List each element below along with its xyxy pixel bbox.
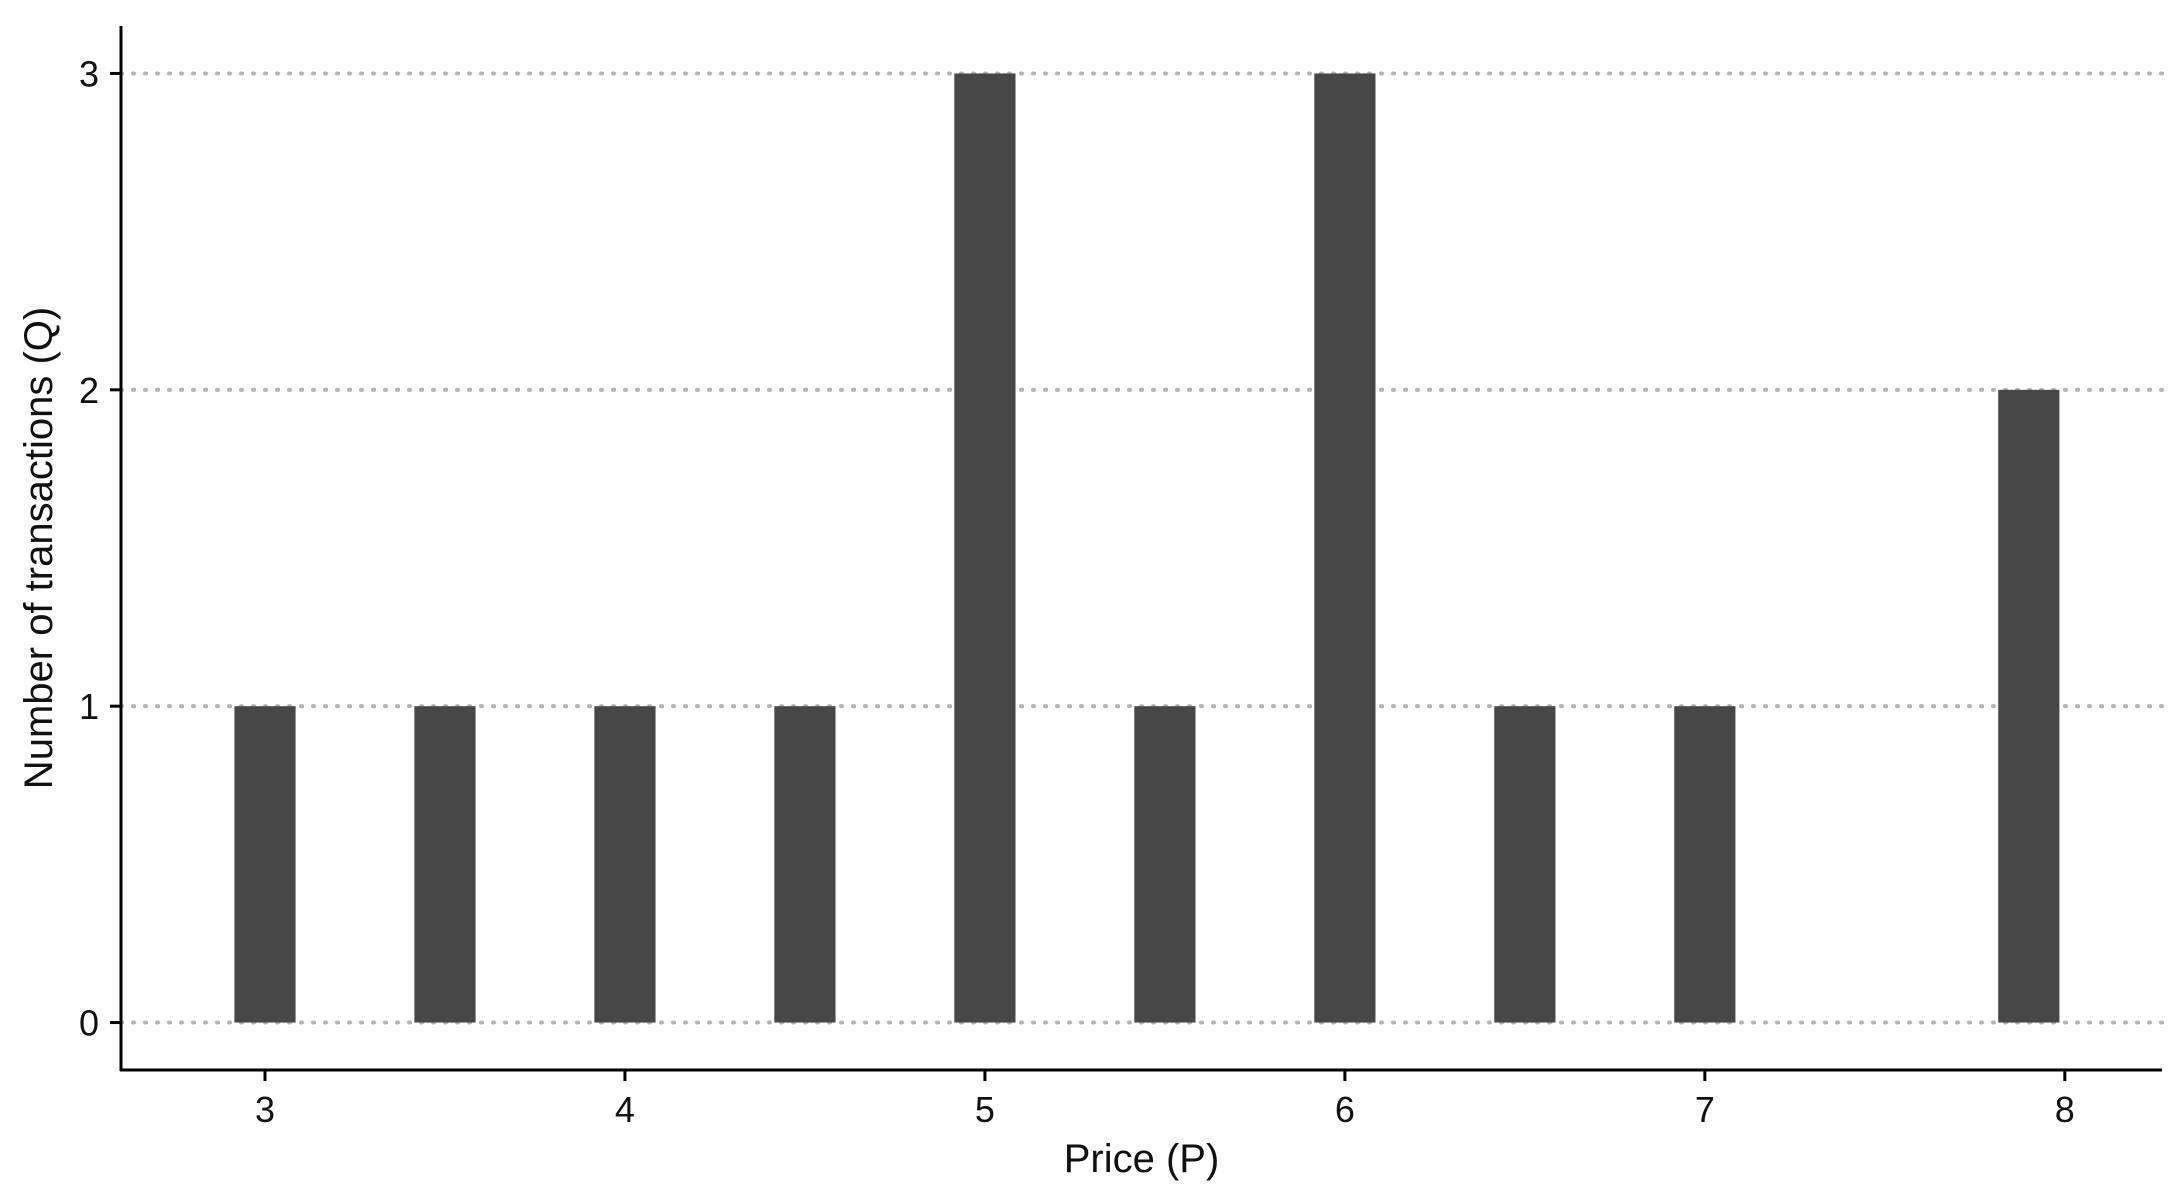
- bar: [1314, 73, 1376, 1023]
- y-axis-ticks: 0 1 2 3: [79, 53, 121, 1044]
- axes: [119, 26, 2162, 1072]
- x-tick-label: 8: [2055, 1089, 2075, 1130]
- bar: [1134, 706, 1196, 1023]
- y-tick-label: 0: [79, 1003, 99, 1044]
- x-tick-label: 7: [1695, 1089, 1715, 1130]
- y-tick-label: 2: [79, 370, 99, 411]
- x-tick-label: 3: [255, 1089, 275, 1130]
- bar: [414, 706, 476, 1023]
- x-axis-title: Price (P): [1064, 1137, 1220, 1181]
- bars: [234, 73, 2060, 1023]
- y-axis-title: Number of transactions (Q): [17, 307, 61, 789]
- x-tick-label: 5: [975, 1089, 995, 1130]
- bar: [1674, 706, 1736, 1023]
- bar: [234, 706, 296, 1023]
- bar: [1998, 389, 2060, 1023]
- bar: [594, 706, 656, 1023]
- x-tick-label: 4: [615, 1089, 635, 1130]
- x-axis-ticks: 3 4 5 6 7 8: [255, 1070, 2075, 1130]
- x-tick-label: 6: [1335, 1089, 1355, 1130]
- bar: [1494, 706, 1556, 1023]
- bar: [954, 73, 1016, 1023]
- y-tick-label: 3: [79, 53, 99, 94]
- y-tick-label: 1: [79, 686, 99, 727]
- bar: [774, 706, 836, 1023]
